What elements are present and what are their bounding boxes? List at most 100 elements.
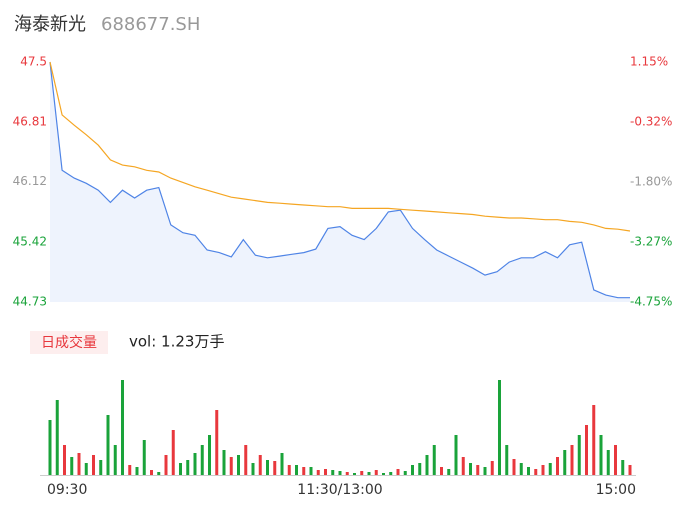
volume-bar [447,469,451,475]
stock-name: 海泰新光 [14,14,86,35]
volume-bar [548,463,552,475]
volume-bar [432,445,436,475]
volume-bar [331,470,335,475]
volume-bar [570,445,574,475]
volume-bar [469,463,472,475]
volume-bar [360,471,364,475]
volume-bar [215,410,219,475]
volume-bar [461,457,465,475]
volume-bar [237,455,240,475]
volume-bar [244,445,248,475]
volume-bar [556,457,559,475]
volume-bar [150,470,153,475]
volume-bar [77,453,81,475]
volume-bar [563,450,567,475]
volume-tab-label[interactable]: 日成交量 [41,334,97,351]
volume-bar [512,459,516,475]
volume-bar [92,455,95,475]
volume-bar [48,420,52,475]
volume-bar [128,465,132,475]
volume-bar [142,440,146,475]
volume-bar [280,453,284,475]
volume-bar [222,450,226,475]
volume-tab[interactable] [30,331,108,354]
x-tick-label: 11:30/13:00 [297,482,382,498]
volume-bar [295,465,298,475]
y-tick-label: 44.73 [13,295,47,309]
volume-bar [208,435,211,475]
volume-bar [382,473,385,475]
y2-tick-label: -3.27% [630,234,672,248]
volume-bar [483,467,487,475]
volume-bar [606,450,610,475]
volume-bar [164,455,168,475]
volume-bar [454,435,458,475]
volume-bar [367,472,371,475]
volume-bar [490,461,494,475]
volume-bar [302,467,306,475]
y-tick-label: 47.5 [20,55,47,69]
volume-bar [309,467,313,475]
volume-bar [353,473,356,475]
volume-bar [389,472,393,475]
volume-bar [534,469,538,475]
volume-bar [403,471,407,475]
x-tick-label: 15:00 [596,482,636,498]
volume-bar [266,460,269,475]
volume-bar [55,400,59,475]
volume-bar [135,467,139,475]
volume-bar [614,445,617,475]
volume-bar [440,467,443,475]
volume-bar [251,463,255,475]
volume-bar [621,460,625,475]
volume-bar [113,445,117,475]
volume-bar [519,463,523,475]
volume-value: vol: 1.23万手 [129,333,224,351]
volume-bar [157,472,161,475]
y2-tick-label: 1.15% [630,55,668,69]
price-area [50,62,630,302]
volume-bar [99,460,103,475]
volume-bar [200,445,204,475]
volume-bar [229,457,233,475]
volume-bar [273,461,277,475]
y-tick-label: 46.12 [13,174,47,188]
volume-bar [179,463,182,475]
volume-bar [324,469,327,475]
y2-tick-label: -4.75% [630,295,672,309]
volume-bar [505,445,509,475]
volume-bar [84,463,88,475]
volume-bar [106,415,110,475]
y-tick-label: 45.42 [13,235,47,249]
y2-tick-label: -1.80% [630,175,672,189]
volume-bar [171,430,175,475]
volume-bar [541,465,545,475]
volume-bar [316,470,320,475]
volume-bar [476,465,480,475]
volume-bar [258,455,262,475]
volume-bar [396,469,400,475]
stock-code: 688677.SH [101,14,200,35]
volume-bar [585,425,588,475]
volume-bar [287,465,291,475]
volume-bar [374,470,378,475]
volume-bar [193,453,197,475]
y2-tick-label: -0.32% [630,114,672,128]
volume-bar [70,457,74,475]
x-tick-label: 09:30 [47,482,87,498]
volume-bar [628,465,632,475]
price-line [49,61,630,299]
volume-bar [345,472,349,475]
volume-bar [418,463,422,475]
y-tick-label: 46.81 [13,114,47,128]
volume-bar [411,465,414,475]
volume-bar [527,467,530,475]
volume-bar [186,460,190,475]
volume-bar [577,435,581,475]
volume-bar [63,445,66,475]
volume-bar [599,435,603,475]
volume-bar [425,455,429,475]
average-line [49,61,631,232]
volume-bar [338,471,342,475]
